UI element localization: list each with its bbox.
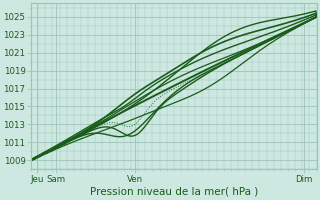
X-axis label: Pression niveau de la mer( hPa ): Pression niveau de la mer( hPa ) (90, 187, 258, 197)
